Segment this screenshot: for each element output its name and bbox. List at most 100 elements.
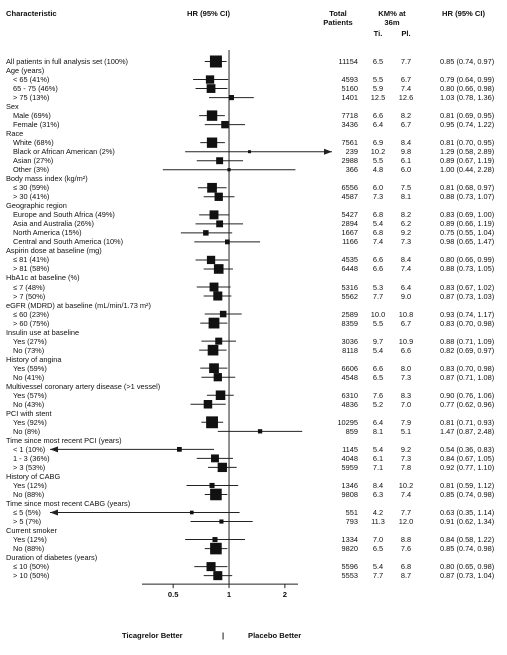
row-label: ≤ 10 (50%)	[13, 562, 50, 572]
hr-point-box	[205, 75, 215, 84]
total-patients-cell: 8118	[342, 345, 358, 355]
total-patients-cell: 7561	[341, 138, 358, 148]
km-ticagrelor-cell: 10.0	[370, 309, 386, 319]
hr-ci-cell: 0.89 (0.67, 1.19)	[440, 156, 495, 166]
row-label: ≤ 7 (48%)	[13, 282, 45, 292]
hr-ci-cell: 0.79 (0.64, 0.99)	[440, 75, 495, 85]
x-tick-label: 2	[283, 590, 287, 599]
km-placebo-cell: 7.5	[400, 183, 412, 193]
row-label: Yes (12%)	[13, 480, 47, 490]
km-placebo-cell: 7.0	[400, 399, 412, 409]
hr-point-box	[219, 310, 227, 318]
row-label: North America (15%)	[13, 228, 82, 238]
km-placebo-cell: 6.7	[400, 120, 412, 130]
hr-point-box	[221, 120, 229, 129]
group-heading: Aspirin dose at baseline (mg)	[6, 246, 102, 256]
hr-ci-cell: 0.84 (0.67, 1.05)	[440, 453, 495, 463]
total-patients-cell: 5562	[341, 291, 358, 301]
row-label: Yes (59%)	[13, 363, 47, 373]
km-ticagrelor-cell: 10.2	[370, 147, 386, 157]
row-label: < 65 (41%)	[13, 75, 50, 85]
total-patients-cell: 5427	[341, 210, 358, 220]
total-patients-cell: 1346	[341, 480, 358, 490]
km-placebo-cell: 7.8	[400, 462, 412, 472]
header-km-months: 36m	[384, 18, 400, 27]
hr-ci-cell: 0.83 (0.70, 0.98)	[440, 318, 495, 328]
km-placebo-cell: 7.7	[400, 57, 412, 66]
group-heading: Body mass index (kg/m²)	[6, 174, 88, 184]
total-patients-cell: 9808	[341, 489, 358, 499]
km-placebo-cell: 8.2	[400, 210, 412, 220]
row-label: ≤ 81 (41%)	[13, 255, 50, 265]
km-ticagrelor-cell: 12.5	[370, 93, 386, 103]
row-label: Asian (27%)	[13, 156, 54, 166]
header-km: KM% at	[378, 9, 406, 18]
km-placebo-cell: 12.6	[398, 93, 414, 103]
km-ticagrelor-cell: 6.5	[372, 372, 384, 382]
hr-ci-cell: 1.47 (0.87, 2.48)	[440, 426, 495, 436]
total-patients-cell: 366	[345, 165, 358, 175]
hr-ci-cell: 0.95 (0.74, 1.22)	[440, 120, 495, 130]
hr-point-box	[212, 537, 218, 543]
hr-point-box	[210, 542, 222, 555]
row-label: > 10 (50%)	[13, 571, 50, 581]
hr-point-box	[206, 255, 216, 265]
km-placebo-cell: 8.3	[400, 390, 412, 400]
header-hr-ci-right: HR (95% CI)	[442, 9, 486, 18]
header-patients: Patients	[323, 18, 353, 27]
total-patients-cell: 9820	[341, 544, 358, 554]
hr-point-box	[215, 390, 226, 401]
km-ticagrelor-cell: 11.3	[371, 517, 385, 527]
hr-point-box	[248, 150, 252, 154]
group-heading: Duration of diabetes (years)	[6, 553, 98, 563]
row-label: > 81 (58%)	[13, 264, 50, 274]
group-heading: Age (years)	[6, 66, 45, 76]
ci-arrow-left	[50, 509, 58, 516]
km-placebo-cell: 6.6	[400, 345, 412, 355]
km-placebo-cell: 7.4	[400, 264, 412, 274]
hr-ci-cell: 0.87 (0.73, 1.04)	[440, 571, 495, 581]
hr-point-box	[203, 400, 213, 409]
km-ticagrelor-cell: 6.1	[372, 453, 384, 463]
hr-ci-cell: 1.29 (0.58, 2.89)	[440, 147, 495, 157]
km-ticagrelor-cell: 7.1	[372, 462, 384, 472]
total-patients-cell: 3036	[341, 336, 358, 346]
hr-point-box	[209, 55, 222, 68]
hr-point-box	[213, 373, 222, 382]
km-ticagrelor-cell: 5.3	[372, 282, 384, 292]
hr-point-box	[228, 95, 234, 101]
header-hr-ci: HR (95% CI)	[187, 9, 231, 18]
km-ticagrelor-cell: 6.5	[372, 57, 384, 66]
row-label: ≤ 60 (23%)	[13, 309, 50, 319]
row-label: Black or African American (2%)	[13, 147, 115, 157]
km-ticagrelor-cell: 7.7	[372, 291, 384, 301]
km-ticagrelor-cell: 4.8	[372, 165, 384, 175]
km-ticagrelor-cell: 6.4	[372, 417, 384, 427]
km-ticagrelor-cell: 7.7	[372, 571, 384, 581]
row-label: Yes (12%)	[13, 535, 47, 545]
hr-ci-cell: 1.03 (0.78, 1.36)	[440, 93, 495, 103]
km-ticagrelor-cell: 8.4	[372, 480, 384, 490]
hr-point-box	[207, 182, 217, 193]
km-placebo-cell: 8.7	[400, 571, 412, 581]
total-patients-cell: 2894	[341, 219, 358, 229]
hr-point-box	[208, 317, 220, 329]
hr-point-box	[213, 571, 223, 581]
hr-ci-cell: 0.85 (0.74, 0.98)	[440, 544, 495, 554]
hr-ci-cell: 0.89 (0.66, 1.19)	[440, 219, 495, 229]
km-placebo-cell: 7.4	[400, 84, 412, 94]
hr-ci-cell: 0.88 (0.71, 1.09)	[440, 336, 495, 346]
hr-ci-cell: 0.82 (0.69, 0.97)	[440, 345, 495, 355]
km-ticagrelor-cell: 5.2	[372, 399, 384, 409]
hr-ci-cell: 0.85 (0.74, 0.97)	[440, 57, 495, 66]
total-patients-cell: 859	[345, 426, 358, 436]
row-label: > 5 (7%)	[13, 517, 42, 527]
km-placebo-cell: 12.0	[398, 517, 414, 527]
row-label: 1 - 3 (36%)	[13, 453, 50, 463]
km-placebo-cell: 8.2	[400, 111, 412, 121]
km-ticagrelor-cell: 9.7	[372, 336, 384, 346]
group-heading: History of CABG	[6, 471, 61, 481]
row-label: Yes (92%)	[13, 417, 47, 427]
group-heading: Race	[6, 129, 24, 139]
row-label: No (43%)	[13, 399, 45, 409]
